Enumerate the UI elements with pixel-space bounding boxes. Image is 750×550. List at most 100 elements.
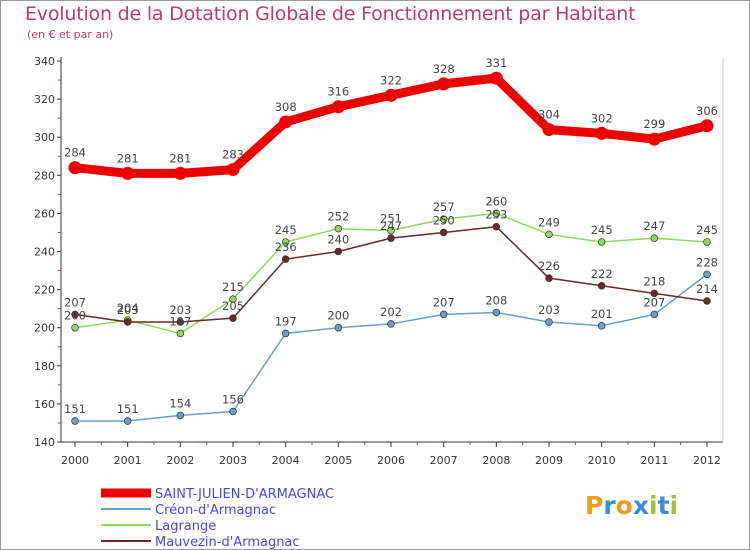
chart-subtitle: (en € et par an) xyxy=(27,28,114,41)
data-point xyxy=(334,224,343,233)
legend-label: Mauvezin-d'Armagnac xyxy=(155,535,300,549)
data-label: 308 xyxy=(275,100,297,114)
x-tick-label: 2007 xyxy=(430,454,458,467)
x-tick-label: 2002 xyxy=(166,454,194,467)
series-layer xyxy=(68,71,714,425)
data-point xyxy=(703,238,711,246)
y-tick-label: 180 xyxy=(34,360,55,373)
data-point xyxy=(650,310,659,319)
data-point xyxy=(176,318,185,326)
data-point xyxy=(173,166,187,180)
data-label: 218 xyxy=(643,274,665,288)
data-label: 252 xyxy=(327,210,349,224)
data-point xyxy=(700,119,714,133)
logo-letter: i xyxy=(669,491,679,520)
y-tick-label: 320 xyxy=(34,93,55,106)
data-label: 226 xyxy=(538,259,560,273)
data-point xyxy=(650,234,659,242)
data-label: 306 xyxy=(696,104,718,118)
data-point xyxy=(439,228,448,237)
data-label: 251 xyxy=(380,212,402,226)
data-point xyxy=(384,88,398,102)
data-label: 247 xyxy=(380,219,402,233)
data-label: 283 xyxy=(222,148,244,162)
legend-label: Créon-d'Armagnac xyxy=(155,503,276,518)
data-label: 240 xyxy=(327,233,349,247)
data-label: 197 xyxy=(169,314,191,328)
data-point xyxy=(492,222,501,231)
data-label: 201 xyxy=(591,307,613,321)
data-point xyxy=(334,247,343,256)
data-point xyxy=(545,274,553,282)
data-label: 302 xyxy=(591,111,613,125)
data-point xyxy=(71,310,79,319)
y-tick-label: 220 xyxy=(34,284,55,297)
data-label: 203 xyxy=(117,303,139,317)
y-tick-label: 240 xyxy=(34,246,55,259)
data-label: 204 xyxy=(117,301,139,315)
data-label: 316 xyxy=(327,85,349,99)
y-tick-label: 200 xyxy=(34,322,55,335)
data-label: 154 xyxy=(169,396,191,410)
data-point xyxy=(647,132,661,146)
series-0 xyxy=(68,71,714,180)
data-label: 208 xyxy=(485,293,507,307)
data-label: 151 xyxy=(117,402,139,416)
data-label: 281 xyxy=(169,151,191,165)
x-tick-label: 2004 xyxy=(272,454,300,467)
x-tick-label: 2010 xyxy=(588,454,616,467)
data-label: 200 xyxy=(64,309,86,323)
x-tick-label: 2005 xyxy=(324,454,352,467)
data-label: 328 xyxy=(433,62,455,76)
y-tick-label: 140 xyxy=(34,436,55,449)
data-label: 245 xyxy=(696,223,718,237)
x-tick-label: 2003 xyxy=(219,454,247,467)
data-point xyxy=(597,282,606,290)
series-3 xyxy=(71,222,711,326)
data-point xyxy=(176,411,185,420)
data-point xyxy=(489,71,503,85)
data-point xyxy=(334,323,343,332)
data-point xyxy=(281,329,290,338)
data-label: 322 xyxy=(380,73,402,87)
chart-axes: 140 160 180 200 220 240 260 280 300 320 340 2000 200… xyxy=(34,55,724,467)
data-label: 331 xyxy=(485,56,507,70)
data-label: 284 xyxy=(64,146,86,160)
data-point xyxy=(387,320,395,328)
data-label: 197 xyxy=(275,314,297,328)
data-label: 207 xyxy=(433,295,455,309)
data-point xyxy=(226,163,240,177)
data-label: 245 xyxy=(275,223,297,237)
data-label: 202 xyxy=(380,305,402,319)
legend-label: SAINT-JULIEN-D'ARMAGNAC xyxy=(155,487,334,502)
data-label: 299 xyxy=(643,117,665,131)
data-label: 253 xyxy=(485,208,507,222)
logo-letter: x xyxy=(632,491,649,520)
y-tick-label: 300 xyxy=(34,131,55,144)
data-point xyxy=(703,270,711,279)
y-tick-label: 160 xyxy=(34,398,55,411)
data-point xyxy=(437,77,451,91)
data-point xyxy=(597,238,606,246)
data-point xyxy=(703,297,711,305)
data-label: 249 xyxy=(538,215,560,229)
data-point xyxy=(597,322,606,330)
chart-title: Evolution de la Dotation Globale de Fonc… xyxy=(25,3,636,25)
y-tick-label: 260 xyxy=(34,207,55,220)
x-tick-label: 2006 xyxy=(377,454,405,467)
logo-letter: t xyxy=(657,491,670,520)
data-label: 222 xyxy=(591,267,613,281)
data-label: 281 xyxy=(117,151,139,165)
data-point xyxy=(545,230,553,239)
data-point xyxy=(650,289,659,298)
data-point xyxy=(387,234,395,242)
data-point xyxy=(595,126,609,140)
x-tick-label: 2012 xyxy=(693,454,721,467)
x-tick-label: 2001 xyxy=(114,454,142,467)
data-point xyxy=(492,308,501,317)
data-point xyxy=(439,310,448,319)
data-point xyxy=(68,161,82,175)
data-point xyxy=(71,417,79,425)
